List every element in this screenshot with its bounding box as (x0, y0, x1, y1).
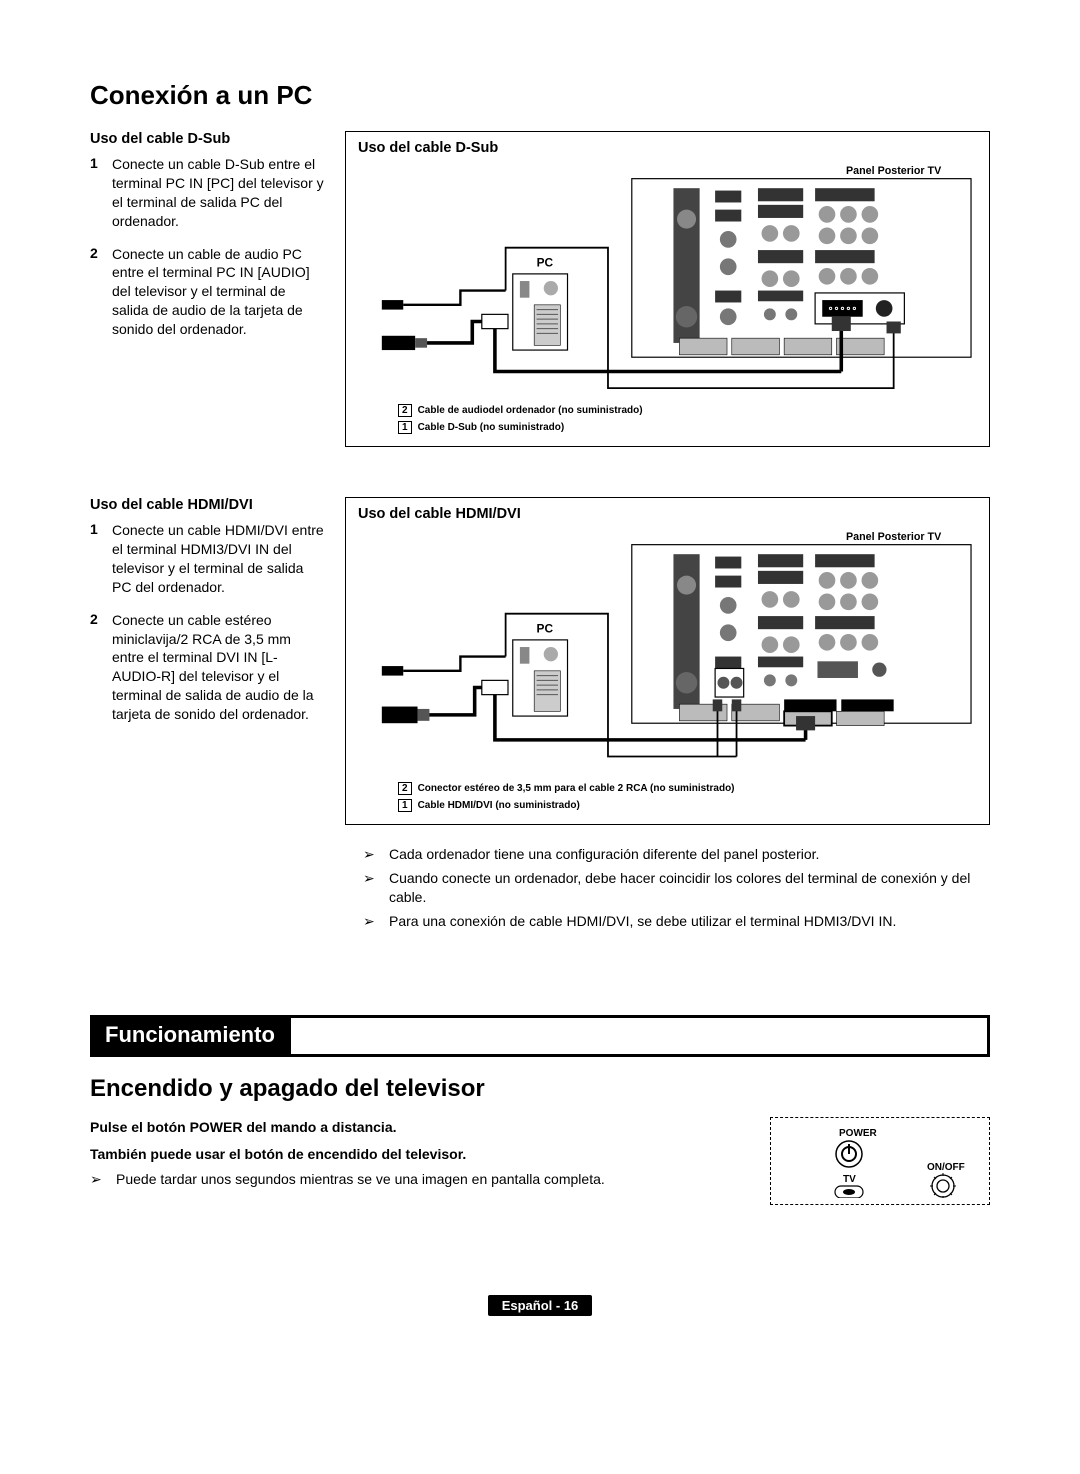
step-text: Conecte un cable de audio PC entre el te… (112, 245, 325, 339)
step-number: 1 (90, 155, 112, 231)
note-text: Cuando conecte un ordenador, debe hacer … (389, 869, 990, 908)
hdmi-diagram-heading: Uso del cable HDMI/DVI (358, 506, 977, 522)
step-text: Conecte un cable D-Sub entre el terminal… (112, 155, 325, 231)
note-arrow-icon: ➢ (363, 912, 389, 932)
power-bold-1: Pulse el botón POWER del mando a distanc… (90, 1117, 730, 1137)
svg-text:PC: PC (537, 256, 554, 270)
note-arrow-icon: ➢ (363, 869, 389, 908)
callout-text: Cable HDMI/DVI (no suministrado) (418, 800, 580, 811)
power-note: Puede tardar unos segundos mientras se v… (116, 1170, 730, 1190)
page-footer: Español - 16 (90, 1295, 990, 1316)
svg-text:Panel Posterior TV: Panel Posterior TV (846, 531, 942, 543)
callout-number: 1 (398, 799, 412, 812)
diagram-callout: 1 Cable HDMI/DVI (no suministrado) (398, 799, 977, 812)
panel-label: Panel Posterior TV (846, 165, 942, 177)
step-text: Conecte un cable estéreo miniclavija/2 R… (112, 611, 325, 724)
note-text: Para una conexión de cable HDMI/DVI, se … (389, 912, 990, 932)
section-bar-label: Funcionamiento (93, 1018, 291, 1054)
svg-text:PC: PC (537, 622, 554, 636)
dsub-diagram-heading: Uso del cable D-Sub (358, 140, 977, 156)
svg-text:POWER: POWER (839, 1128, 878, 1139)
dsub-section: Uso del cable D-Sub 1Conecte un cable D-… (90, 131, 990, 467)
callout-number: 1 (398, 421, 412, 434)
dsub-left-heading: Uso del cable D-Sub (90, 131, 325, 147)
hdmi-diagram-svg: Panel Posterior TV (358, 528, 977, 778)
step-number: 2 (90, 611, 112, 724)
svg-text:ON/OFF: ON/OFF (927, 1162, 965, 1173)
page-number-chip: Español - 16 (488, 1295, 593, 1316)
remote-diagram: POWER TV ON/OFF (770, 1117, 990, 1205)
step-item: 2Conecte un cable estéreo miniclavija/2 … (90, 611, 325, 724)
dsub-diagram-svg: Panel Posterior TV (358, 162, 977, 400)
note-text: Cada ordenador tiene una configuración d… (389, 845, 990, 865)
note-item: ➢Cuando conecte un ordenador, debe hacer… (363, 869, 990, 908)
funcionamiento-bar: Funcionamiento (90, 1015, 990, 1057)
diagram-callout: 2 Conector estéreo de 3,5 mm para el cabl… (398, 782, 977, 795)
power-bold-2: También puede usar el botón de encendido… (90, 1144, 730, 1164)
hdmi-left-heading: Uso del cable HDMI/DVI (90, 497, 325, 513)
note-item: ➢Cada ordenador tiene una configuración … (363, 845, 990, 865)
callout-number: 2 (398, 404, 412, 417)
dsub-diagram: Uso del cable D-Sub Panel Posterior TV (345, 131, 990, 447)
callout-text: Cable D-Sub (no suministrado) (418, 422, 565, 433)
hdmi-section: Uso del cable HDMI/DVI 1Conecte un cable… (90, 497, 990, 935)
step-item: 2Conecte un cable de audio PC entre el t… (90, 245, 325, 339)
step-number: 1 (90, 521, 112, 597)
step-number: 2 (90, 245, 112, 339)
callout-text: Conector estéreo de 3,5 mm para el cable… (418, 783, 735, 794)
notes-list: ➢Cada ordenador tiene una configuración … (363, 845, 990, 931)
note-item: ➢Para una conexión de cable HDMI/DVI, se… (363, 912, 990, 932)
svg-text:TV: TV (843, 1174, 856, 1185)
note-arrow-icon: ➢ (363, 845, 389, 865)
step-text: Conecte un cable HDMI/DVI entre el termi… (112, 521, 325, 597)
diagram-callout: 2 Cable de audiodel ordenador (no suminis… (398, 404, 977, 417)
callout-text: Cable de audiodel ordenador (no suminist… (418, 405, 643, 416)
power-heading: Encendido y apagado del televisor (90, 1075, 990, 1103)
diagram-callout: 1 Cable D-Sub (no suministrado) (398, 421, 977, 434)
step-item: 1Conecte un cable D-Sub entre el termina… (90, 155, 325, 231)
callout-number: 2 (398, 782, 412, 795)
note-arrow-icon: ➢ (90, 1170, 116, 1190)
page-title: Conexión a un PC (90, 80, 990, 111)
step-item: 1Conecte un cable HDMI/DVI entre el term… (90, 521, 325, 597)
hdmi-diagram: Uso del cable HDMI/DVI Panel Posterior T… (345, 497, 990, 825)
remote-svg: POWER TV ON/OFF (777, 1124, 983, 1198)
